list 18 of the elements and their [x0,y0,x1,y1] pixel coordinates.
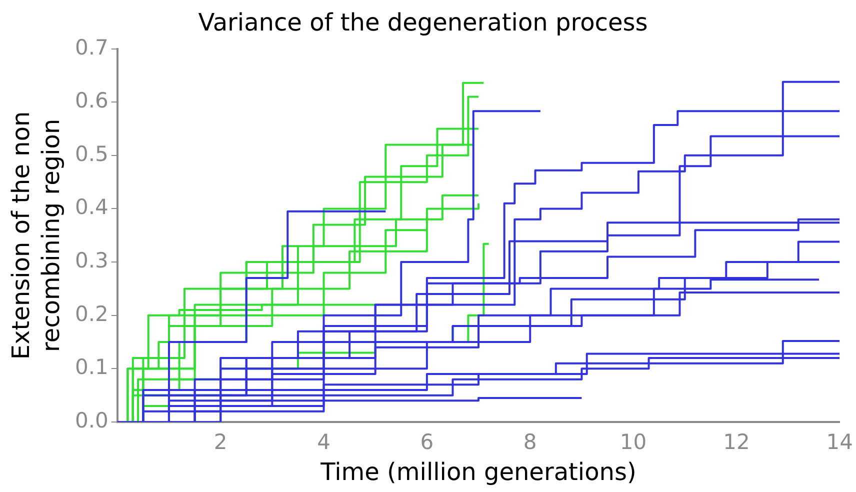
x-tick-label: 12 [723,430,750,454]
y-tick-label: 0.5 [74,142,108,166]
x-tick-label: 14 [826,430,854,454]
y-tick-label: 0.1 [74,355,108,380]
y-tick-label: 0.4 [74,195,108,220]
x-tick-label: 8 [523,430,537,454]
y-tick-label: 0.7 [74,35,108,60]
x-tick-label: 6 [420,430,434,454]
x-tick-label: 2 [214,430,228,454]
chart-title: Variance of the degeneration process [198,8,648,37]
x-tick-label: 10 [620,430,647,454]
y-axis-title: Extension of the non recombining region [7,111,66,360]
x-tick-label: 4 [317,430,330,454]
y-tick-label: 0.2 [74,302,108,326]
y-tick-label: 0.0 [74,408,108,432]
y-tick-label: 0.6 [74,88,108,113]
y-tick-label: 0.3 [74,248,108,273]
x-axis-title: Time (million generations) [320,458,636,486]
